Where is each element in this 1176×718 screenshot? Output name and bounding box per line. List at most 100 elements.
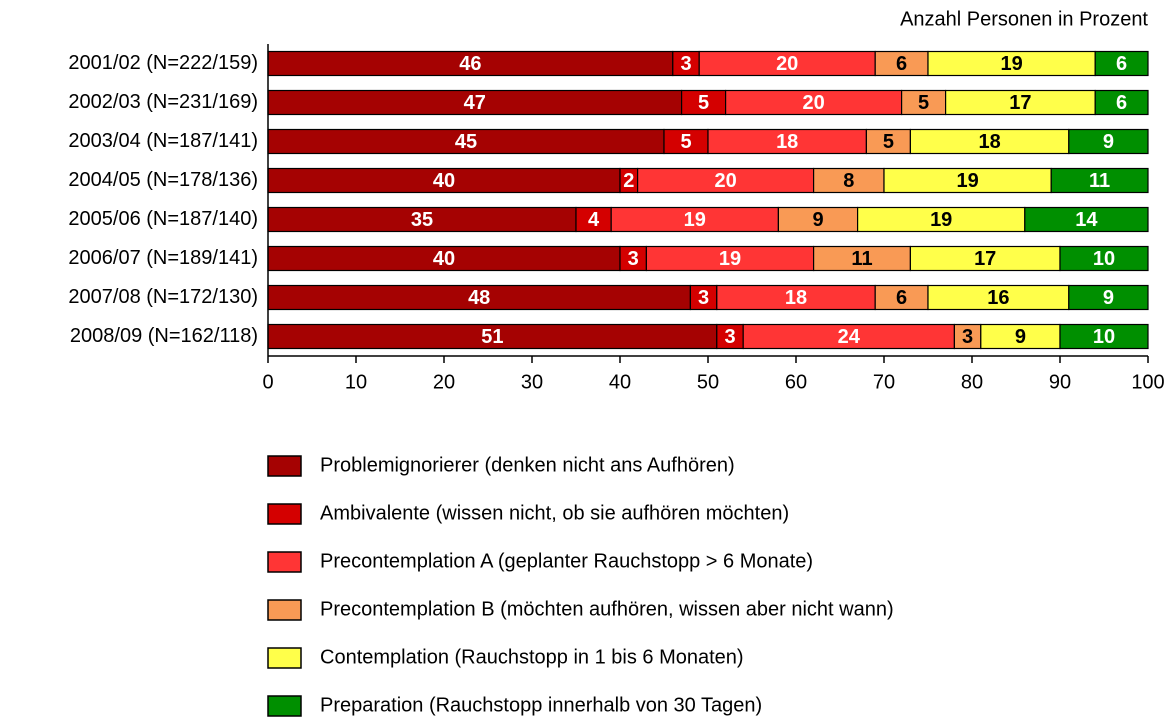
x-tick-label: 30 — [521, 371, 543, 393]
bar-segment — [663, 128, 709, 155]
bar-segment — [865, 128, 912, 155]
bar-segment — [1068, 128, 1149, 155]
y-tick-label: 2001/02 (N=222/159) — [68, 52, 258, 74]
data-label: 3 — [680, 53, 691, 75]
data-label: 3 — [698, 287, 709, 309]
x-tick-label: 70 — [873, 371, 895, 393]
legend-label: Precontemplation A (geplanter Rauchstopp… — [320, 550, 813, 572]
y-tick-label: 2006/07 (N=189/141) — [68, 247, 258, 269]
bar-segment — [742, 323, 956, 350]
legend-label: Preparation (Rauchstopp innerhalb von 30… — [320, 694, 762, 716]
data-label: 46 — [459, 53, 481, 75]
y-tick-label: 2004/05 (N=178/136) — [68, 169, 258, 191]
bar-segment — [900, 89, 947, 116]
y-tick-label: 2002/03 (N=231/169) — [68, 91, 258, 113]
data-label: 20 — [776, 53, 798, 75]
data-label: 48 — [468, 287, 490, 309]
y-tick-label: 2005/06 (N=187/140) — [68, 208, 258, 230]
legend-swatch — [267, 695, 302, 717]
data-label: 5 — [680, 131, 691, 153]
bar-segment — [927, 50, 1096, 77]
bar-segment — [1068, 284, 1149, 311]
bar-segment — [883, 167, 1052, 194]
bar-segment — [716, 323, 744, 350]
bar-segment — [267, 167, 621, 194]
data-label: 3 — [962, 326, 973, 348]
bar-segment — [1024, 206, 1149, 233]
x-tick-label: 100 — [1131, 371, 1164, 393]
data-label: 6 — [896, 287, 907, 309]
bar-segment — [812, 245, 911, 272]
legend-swatch — [267, 503, 302, 525]
data-label: 4 — [588, 209, 600, 231]
data-label: 17 — [1009, 92, 1031, 114]
bar-segment — [689, 284, 718, 311]
bar-segment — [267, 89, 683, 116]
data-label: 5 — [698, 92, 709, 114]
data-label: 40 — [433, 248, 455, 270]
x-tick-label: 90 — [1049, 371, 1071, 393]
data-label: 19 — [719, 248, 741, 270]
bar-segment — [267, 128, 665, 155]
y-tick-label: 2007/08 (N=172/130) — [68, 286, 258, 308]
legend-swatch — [267, 647, 302, 669]
data-label: 9 — [1015, 326, 1026, 348]
data-label: 8 — [843, 170, 854, 192]
data-label: 6 — [1116, 53, 1127, 75]
data-label: 51 — [481, 326, 503, 348]
data-label: 16 — [987, 287, 1009, 309]
bar-segment — [980, 323, 1061, 350]
bar-segment — [680, 89, 727, 116]
bar-segment — [909, 128, 1070, 155]
bar-segment — [619, 245, 647, 272]
bar-segment — [1059, 245, 1149, 272]
data-label: 35 — [411, 209, 433, 231]
data-label: 20 — [802, 92, 824, 114]
data-label: 17 — [974, 248, 996, 270]
chart-title: Anzahl Personen in Prozent — [900, 8, 1148, 30]
legend-label: Ambivalente (wissen nicht, ob sie aufhör… — [320, 502, 789, 524]
data-label: 6 — [1116, 92, 1127, 114]
data-label: 2 — [623, 170, 634, 192]
legend-swatch — [267, 455, 302, 477]
bar-segment — [1059, 323, 1149, 350]
data-label: 10 — [1093, 248, 1115, 270]
bar-segment — [1094, 50, 1149, 77]
data-label: 18 — [785, 287, 807, 309]
x-tick-label: 20 — [433, 371, 455, 393]
bar-segment — [698, 50, 876, 77]
data-label: 10 — [1093, 326, 1115, 348]
bar-segment — [672, 50, 700, 77]
x-tick-label: 40 — [609, 371, 631, 393]
data-label: 11 — [1089, 170, 1110, 192]
data-label: 18 — [978, 131, 1000, 153]
data-label: 19 — [684, 209, 706, 231]
bar-segment — [724, 89, 903, 116]
data-label: 9 — [1103, 287, 1114, 309]
y-tick-label: 2008/09 (N=162/118) — [70, 325, 258, 347]
data-label: 3 — [724, 326, 735, 348]
data-label: 9 — [1103, 131, 1114, 153]
data-label: 5 — [918, 92, 929, 114]
bar-segment — [716, 284, 876, 311]
data-label: 47 — [464, 92, 486, 114]
data-label: 19 — [956, 170, 978, 192]
bar-segment — [267, 245, 621, 272]
bar-segment — [874, 284, 929, 311]
x-tick-label: 50 — [697, 371, 719, 393]
data-label: 5 — [883, 131, 894, 153]
data-label: 24 — [838, 326, 861, 348]
legend-label: Precontemplation B (möchten aufhören, wi… — [320, 598, 894, 620]
data-label: 19 — [930, 209, 952, 231]
data-label: 9 — [812, 209, 823, 231]
x-tick-label: 60 — [785, 371, 807, 393]
data-label: 45 — [455, 131, 477, 153]
y-tick-label: 2003/04 (N=187/141) — [68, 130, 258, 152]
bar-segment — [267, 206, 577, 233]
legend-label: Contemplation (Rauchstopp in 1 bis 6 Mon… — [320, 646, 744, 668]
bar-segment — [575, 206, 612, 233]
data-label: 18 — [776, 131, 798, 153]
legend-label: Problemignorierer (denken nicht ans Aufh… — [320, 454, 735, 476]
bar-segment — [812, 167, 885, 194]
